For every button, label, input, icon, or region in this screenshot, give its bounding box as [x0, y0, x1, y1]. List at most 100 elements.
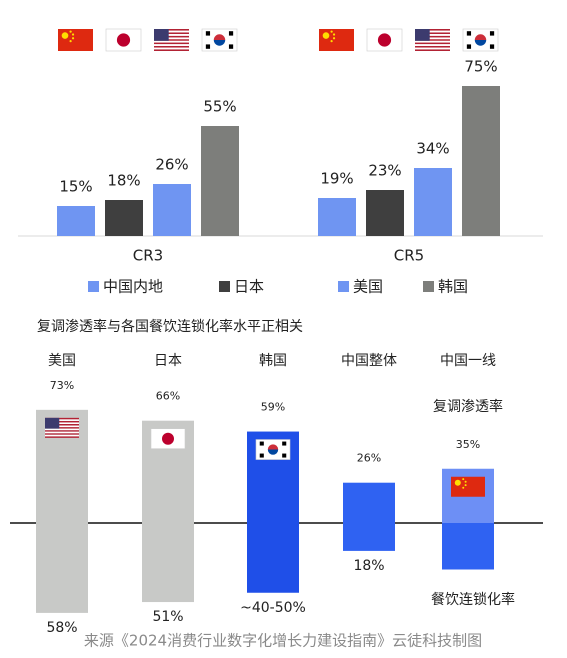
flag-stripe: [154, 47, 189, 50]
flag-bg: [319, 29, 354, 51]
flag-star: [462, 478, 465, 481]
value-label: 18%: [353, 558, 384, 574]
value-label: 19%: [320, 170, 353, 188]
flag-star: [330, 40, 333, 43]
bar-down: [343, 523, 395, 551]
x-tick-label: 日本: [154, 353, 182, 369]
flag-stripe: [415, 29, 450, 31]
flag-yin: [267, 444, 279, 450]
flag-stripe: [45, 427, 79, 429]
flag-star: [71, 37, 75, 40]
bar: [105, 200, 143, 236]
flag-stripe: [45, 433, 79, 435]
value-label: 18%: [107, 172, 140, 190]
flag-yin: [474, 34, 487, 40]
x-tick-label: 中国一线: [440, 353, 496, 369]
legend-swatch: [338, 281, 349, 292]
flag-stripe: [415, 30, 450, 33]
bar: [366, 190, 404, 236]
flag-star: [61, 32, 69, 39]
flag-trigram: [259, 453, 264, 458]
bar: [462, 86, 500, 236]
bar-down: [442, 523, 494, 570]
bar: [414, 168, 452, 236]
series-label: 复调渗透率: [433, 398, 503, 415]
flag-yang: [213, 40, 226, 46]
flag-stripe: [45, 425, 79, 428]
flag-stripe: [45, 419, 79, 421]
flag-stripe: [154, 49, 189, 51]
x-tick-label: 美国: [48, 353, 76, 369]
flag-stripe: [45, 428, 79, 431]
bar-down: [142, 523, 194, 603]
flag-star: [332, 33, 336, 36]
flag: [58, 29, 93, 51]
flag-trigram: [228, 31, 234, 36]
x-tick-label: CR5: [394, 247, 424, 265]
value-label: 75%: [464, 58, 497, 76]
flag-star: [322, 32, 330, 39]
flag: [319, 29, 354, 51]
flag-stripe: [415, 47, 450, 50]
flag-trigram: [228, 44, 234, 49]
flag-stripe: [154, 45, 189, 48]
value-label: 55%: [203, 98, 236, 116]
value-label: 66%: [156, 390, 180, 403]
flag-canton: [154, 29, 169, 41]
flag-stripe: [154, 29, 189, 31]
flag-star: [462, 486, 465, 489]
flag-stripe: [415, 32, 450, 35]
flag-stripe: [45, 424, 79, 426]
flag-stripe: [415, 45, 450, 48]
flag-yang: [474, 40, 487, 46]
bar: [318, 198, 356, 236]
flag: [105, 28, 142, 52]
value-label: 58%: [46, 620, 77, 636]
flag-stripe: [45, 436, 79, 438]
value-label: 26%: [155, 156, 188, 174]
flag-bg: [58, 29, 93, 51]
flag-stripe: [415, 44, 450, 46]
flag-star: [464, 480, 467, 483]
series-label: 餐饮连锁化率: [431, 591, 515, 608]
flag-stripe: [45, 431, 79, 434]
legend-swatch: [219, 281, 230, 292]
flag-stripe: [45, 430, 79, 432]
bar: [153, 184, 191, 236]
flag-stripe: [154, 40, 189, 43]
flag-disc: [377, 33, 392, 47]
chart-title: 复调渗透率与各国餐饮连锁化率水平正相关: [37, 318, 303, 335]
flag-stripe: [154, 39, 189, 41]
flag-trigram: [259, 441, 264, 446]
flag-stripe: [154, 30, 189, 33]
legend-label: 日本: [234, 278, 264, 296]
flag-yin: [213, 34, 226, 40]
flag-stripe: [415, 35, 450, 38]
flag-trigram: [282, 441, 287, 446]
flag-trigram: [489, 31, 495, 36]
flag-star: [454, 479, 461, 486]
value-label: 23%: [368, 162, 401, 180]
value-label: 59%: [261, 401, 285, 414]
value-label: 34%: [416, 140, 449, 158]
value-label: 51%: [152, 609, 183, 625]
flag-stripe: [45, 422, 79, 425]
bar: [57, 206, 95, 236]
legend-swatch: [423, 281, 434, 292]
bar-down: [247, 523, 299, 593]
flag-stripe: [415, 49, 450, 51]
flag-stripe: [45, 417, 79, 420]
flag: [154, 29, 189, 51]
flag-stripe: [415, 42, 450, 45]
flag-yang: [267, 449, 279, 455]
legend-swatch: [88, 281, 99, 292]
flag-trigram: [205, 31, 211, 36]
legend-label: 韩国: [438, 278, 468, 296]
flag-stripe: [154, 35, 189, 38]
flag-stripe: [415, 39, 450, 41]
flag: [415, 29, 450, 51]
source: 来源《2024消费行业数字化增长力建设指南》云徒科技制图: [84, 632, 482, 650]
flag: [462, 28, 499, 52]
flag-stripe: [45, 434, 79, 437]
value-label: 15%: [59, 178, 92, 196]
